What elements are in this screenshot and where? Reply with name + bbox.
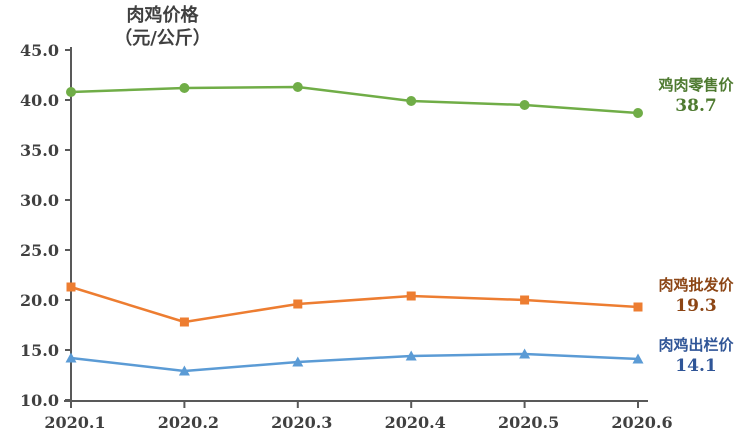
y-axis-label: 10.0: [20, 391, 59, 410]
marker-circle: [179, 83, 190, 93]
series-name-outgate: 肉鸡出栏价: [658, 336, 734, 354]
marker-circle: [406, 96, 417, 106]
series-name-wholesale: 肉鸡批发价: [658, 276, 734, 294]
chart-title-line2: （元/公斤）: [114, 28, 211, 49]
marker-triangle: [405, 350, 417, 361]
x-axis-label: 2020.4: [385, 413, 446, 432]
marker-circle: [66, 87, 76, 97]
series-name-retail: 鸡肉零售价: [658, 76, 734, 94]
series-value-wholesale: 19.3: [675, 296, 717, 316]
series-line-肉鸡批发价: [70, 285, 639, 324]
y-axis-label: 30.0: [20, 191, 59, 210]
x-axis-label: 2020.1: [44, 413, 105, 432]
series-annotation-outgate: 肉鸡出栏价 14.1: [645, 335, 747, 377]
x-axis-label: 2020.3: [271, 413, 332, 432]
x-axis-label: 2020.2: [158, 413, 219, 432]
x-axis-label: 2020.6: [611, 413, 672, 432]
marker-triangle: [65, 352, 77, 363]
x-axis-label: 2020.5: [498, 413, 559, 432]
y-axis-label: 35.0: [20, 141, 59, 160]
marker-square: [66, 282, 76, 292]
marker-triangle: [292, 356, 304, 367]
series-value-outgate: 14.1: [675, 356, 717, 376]
series-line-鸡肉零售价: [70, 85, 639, 115]
series-value-retail: 38.7: [675, 96, 717, 116]
y-axis-label: 40.0: [20, 91, 59, 110]
chart-title: 肉鸡价格 （元/公斤）: [80, 4, 245, 50]
y-axis-label: 15.0: [20, 341, 59, 360]
chart-title-line1: 肉鸡价格: [126, 5, 199, 26]
marker-triangle: [632, 353, 644, 364]
marker-square: [520, 295, 530, 305]
series-line-肉鸡出栏价: [70, 352, 639, 373]
marker-square: [633, 302, 643, 312]
marker-square: [406, 291, 416, 301]
y-axis-label: 25.0: [20, 241, 59, 260]
marker-circle: [633, 108, 643, 118]
marker-square: [293, 299, 303, 309]
marker-square: [179, 317, 189, 327]
marker-triangle: [178, 365, 190, 376]
series-annotation-wholesale: 肉鸡批发价 19.3: [645, 275, 747, 317]
marker-triangle: [519, 348, 531, 359]
marker-circle: [292, 82, 303, 92]
series-annotation-retail: 鸡肉零售价 38.7: [645, 75, 747, 117]
marker-circle: [519, 100, 530, 110]
y-axis-label: 45.0: [20, 41, 59, 60]
y-axis-label: 20.0: [20, 291, 59, 310]
